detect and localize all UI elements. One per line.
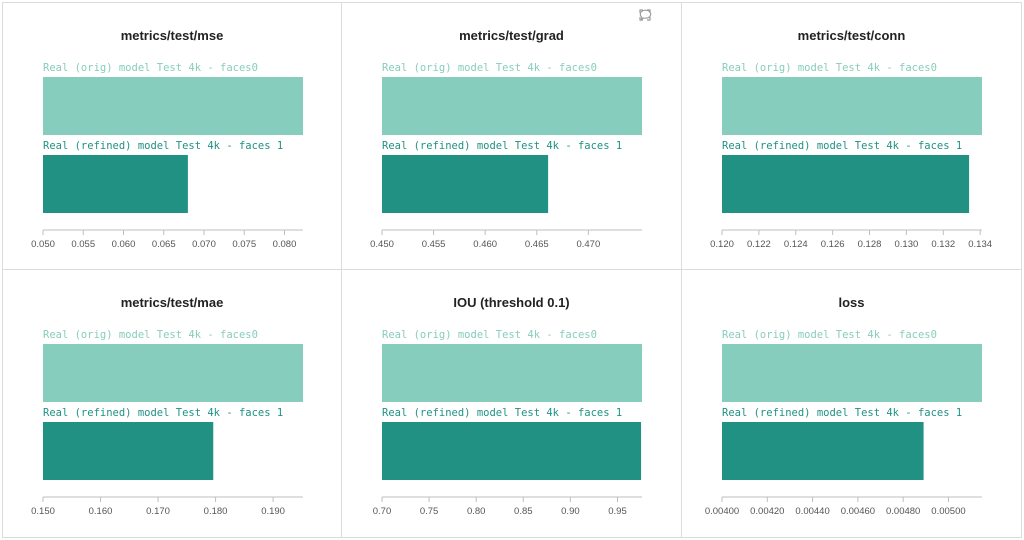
chart-title: loss: [838, 295, 865, 310]
x-tick-label: 0.85: [514, 506, 533, 517]
bar: [382, 344, 642, 402]
bar-label: Real (orig) model Test 4k - faces0: [382, 329, 597, 341]
bar: [382, 155, 549, 213]
x-tick-label: 0.465: [525, 239, 549, 250]
x-tick-label: 0.055: [71, 239, 95, 250]
bar-chart: Real (orig) model Test 4k - faces0 Real (…: [370, 62, 642, 250]
x-tick-label: 0.190: [261, 506, 285, 517]
bar-label: Real (refined) model Test 4k - faces 1: [43, 140, 283, 152]
x-tick-label: 0.070: [192, 239, 216, 250]
bar-chart: Real (orig) model Test 4k - faces0 Real (…: [31, 329, 303, 517]
bar-label: Real (orig) model Test 4k - faces0: [722, 329, 937, 341]
bar: [382, 422, 642, 480]
bar-label: Real (orig) model Test 4k - faces0: [43, 62, 258, 74]
chart-title: metrics/test/mae: [120, 295, 224, 310]
bar: [382, 77, 642, 135]
chart-panel-loss: loss Real (orig) model Test 4k - faces0 R…: [681, 269, 1022, 538]
x-tick-label: 0.95: [608, 506, 627, 517]
bar-label: Real (refined) model Test 4k - faces 1: [43, 407, 283, 419]
x-tick-label: 0.132: [931, 239, 955, 250]
x-tick-label: 0.160: [89, 506, 113, 517]
bar-chart: Real (orig) model Test 4k - faces0 Real (…: [31, 62, 303, 250]
x-tick-label: 0.470: [576, 239, 600, 250]
x-tick-label: 0.00500: [931, 506, 965, 517]
bar: [43, 422, 214, 480]
x-tick-label: 0.050: [31, 239, 55, 250]
x-tick-label: 0.065: [152, 239, 176, 250]
bar-label: Real (refined) model Test 4k - faces 1: [722, 140, 962, 152]
x-tick-label: 0.75: [420, 506, 439, 517]
x-tick-label: 0.130: [895, 239, 919, 250]
chart-title: metrics/test/grad: [459, 28, 564, 43]
bar-chart: Real (orig) model Test 4k - faces0 Real (…: [373, 329, 642, 517]
bar-label: Real (orig) model Test 4k - faces0: [722, 62, 937, 74]
x-tick-label: 0.00460: [841, 506, 875, 517]
bar: [722, 155, 970, 213]
x-tick-label: 0.124: [784, 239, 808, 250]
bar: [722, 77, 982, 135]
chart-panel-mae: metrics/test/mae Real (orig) model Test …: [2, 269, 342, 538]
chart-panel-iou: IOU (threshold 0.1) Real (orig) model Te…: [341, 269, 682, 538]
x-tick-label: 0.134: [968, 239, 992, 250]
bar: [43, 77, 303, 135]
comment-icon[interactable]: [639, 9, 675, 23]
bar-label: Real (refined) model Test 4k - faces 1: [382, 407, 622, 419]
x-tick-label: 0.00480: [886, 506, 920, 517]
x-tick-label: 0.150: [31, 506, 55, 517]
x-tick-label: 0.180: [204, 506, 228, 517]
x-tick-label: 0.120: [710, 239, 734, 250]
panel-toolbar: [639, 9, 675, 23]
bar-label: Real (orig) model Test 4k - faces0: [43, 329, 258, 341]
x-tick-label: 0.00420: [750, 506, 784, 517]
x-tick-label: 0.90: [561, 506, 580, 517]
x-tick-label: 0.70: [373, 506, 392, 517]
x-tick-label: 0.060: [112, 239, 136, 250]
x-tick-label: 0.170: [146, 506, 170, 517]
x-tick-label: 0.80: [467, 506, 486, 517]
chart-panel-grad: metrics/test/grad Real (orig) model Test…: [341, 2, 682, 270]
chart-title: metrics/test/mse: [120, 28, 224, 43]
bar: [722, 422, 924, 480]
bar: [722, 344, 982, 402]
chart-panel-mse: metrics/test/mse Real (orig) model Test …: [2, 2, 342, 270]
x-tick-label: 0.075: [232, 239, 256, 250]
x-tick-label: 0.080: [273, 239, 297, 250]
x-tick-label: 0.122: [747, 239, 771, 250]
x-tick-label: 0.00400: [705, 506, 739, 517]
x-tick-label: 0.455: [422, 239, 446, 250]
bar-label: Real (orig) model Test 4k - faces0: [382, 62, 597, 74]
x-tick-label: 0.126: [821, 239, 845, 250]
x-tick-label: 0.460: [473, 239, 497, 250]
bar-label: Real (refined) model Test 4k - faces 1: [382, 140, 622, 152]
x-tick-label: 0.00440: [795, 506, 829, 517]
bar-chart: Real (orig) model Test 4k - faces0 Real (…: [705, 329, 982, 517]
x-tick-label: 0.128: [858, 239, 882, 250]
bar: [43, 155, 188, 213]
bar-label: Real (refined) model Test 4k - faces 1: [722, 407, 962, 419]
chart-panel-conn: metrics/test/conn Real (orig) model Test…: [681, 2, 1022, 270]
bar: [43, 344, 303, 402]
chart-title: metrics/test/conn: [797, 28, 906, 43]
chart-title: IOU (threshold 0.1): [453, 295, 570, 310]
x-tick-label: 0.450: [370, 239, 394, 250]
fullscreen-icon[interactable]: [639, 9, 653, 23]
bar-chart: Real (orig) model Test 4k - faces0 Real (…: [710, 62, 992, 250]
